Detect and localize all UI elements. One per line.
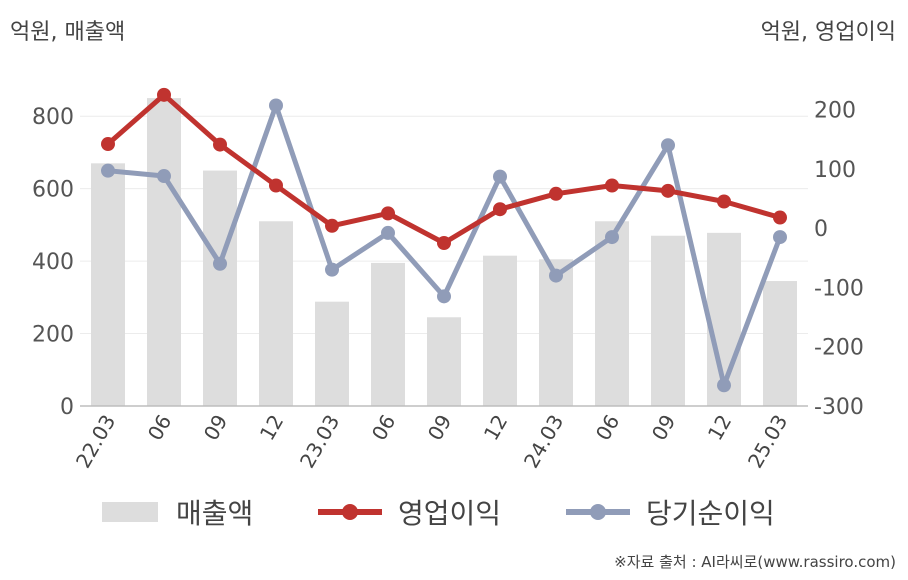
x-tick-label: 12 xyxy=(479,411,513,445)
revenue-bar xyxy=(147,98,181,406)
operating-profit-point xyxy=(661,183,675,198)
right-y-tick-label: 0 xyxy=(814,217,828,242)
right-axis-unit-label: 억원, 영업이익 xyxy=(760,20,896,45)
x-tick-label: 12 xyxy=(703,411,737,445)
legend-item-net-income: 당기순이익 xyxy=(566,490,775,534)
operating-profit-point xyxy=(381,206,395,221)
left-y-tick-label: 0 xyxy=(60,395,74,420)
operating-profit-point xyxy=(101,137,115,152)
revenue-bar xyxy=(371,262,405,406)
operating-profit-point xyxy=(213,137,227,152)
operating-profit-point xyxy=(493,202,507,217)
net-income-point xyxy=(549,268,563,283)
x-tick-label: 06 xyxy=(367,411,401,445)
net-income-point xyxy=(157,169,171,184)
net-income-point xyxy=(213,256,227,271)
operating-profit-point xyxy=(269,178,283,193)
operating-profit-point xyxy=(773,210,787,225)
left-y-tick-label: 200 xyxy=(32,323,74,348)
operating-profit-point xyxy=(549,186,563,201)
net-income-point xyxy=(437,289,451,304)
right-y-tick-label: -200 xyxy=(814,336,864,361)
net-income-point xyxy=(605,230,619,245)
x-tick-label: 12 xyxy=(255,411,289,445)
revenue-bar xyxy=(315,301,349,406)
net-income-point xyxy=(381,225,395,240)
net-income-point xyxy=(661,138,675,153)
operating-profit-point xyxy=(157,87,171,102)
x-tick-label: 06 xyxy=(143,411,177,445)
right-y-tick-label: -100 xyxy=(814,276,864,301)
x-tick-label: 09 xyxy=(199,411,233,445)
revenue-bar xyxy=(203,170,237,406)
x-tick-label: 09 xyxy=(647,411,681,445)
x-tick-label: 22.03 xyxy=(71,411,120,473)
net-income-point xyxy=(101,163,115,178)
net-income-point xyxy=(717,378,731,393)
left-y-tick-label: 400 xyxy=(32,250,74,275)
x-tick-label: 09 xyxy=(423,411,457,445)
operating-profit-point xyxy=(437,236,451,250)
revenue-bar xyxy=(259,221,293,406)
left-axis-unit-label: 억원, 매출액 xyxy=(10,20,126,45)
legend-item-operating-profit: 영업이익 xyxy=(318,490,501,534)
right-y-tick-label: 100 xyxy=(814,158,856,183)
net-income-point xyxy=(773,230,787,245)
legend: 매출액 영업이익 당기순이익 xyxy=(0,490,908,534)
legend-swatch-red-line xyxy=(318,504,382,520)
x-tick-label: 23.03 xyxy=(295,411,344,473)
x-tick-label: 06 xyxy=(591,411,625,445)
legend-label-net-income: 당기순이익 xyxy=(646,497,775,530)
revenue-bar xyxy=(595,221,629,406)
revenue-bar xyxy=(539,259,573,406)
operating-profit-point xyxy=(605,178,619,193)
left-y-tick-label: 600 xyxy=(32,178,74,203)
combo-chart: 0 200 400 600 800 -300 -200 -100 0 100 200 22.03 06 0… xyxy=(32,87,864,473)
revenue-bar xyxy=(763,281,797,406)
revenue-bar xyxy=(651,235,685,406)
operating-profit-point xyxy=(325,218,339,233)
revenue-bar xyxy=(427,317,461,406)
operating-profit-point xyxy=(717,194,731,209)
source-note: ※자료 출처 : AI라씨로(www.rassiro.com) xyxy=(614,553,896,571)
left-y-tick-label: 800 xyxy=(32,105,74,130)
net-income-point xyxy=(325,262,339,277)
revenue-bar xyxy=(483,255,517,406)
legend-item-revenue: 매출액 xyxy=(100,490,253,534)
legend-label-operating-profit: 영업이익 xyxy=(398,497,502,530)
net-income-point xyxy=(493,169,507,184)
legend-swatch-bar xyxy=(102,502,158,522)
legend-label-revenue: 매출액 xyxy=(176,497,254,530)
x-tick-label: 24.03 xyxy=(519,411,568,473)
x-tick-label: 25.03 xyxy=(743,411,792,473)
right-y-tick-label: -300 xyxy=(814,395,864,420)
revenue-bar xyxy=(91,163,125,406)
right-y-tick-label: 200 xyxy=(814,99,856,124)
legend-swatch-blue-line xyxy=(566,504,630,520)
net-income-point xyxy=(269,98,283,113)
